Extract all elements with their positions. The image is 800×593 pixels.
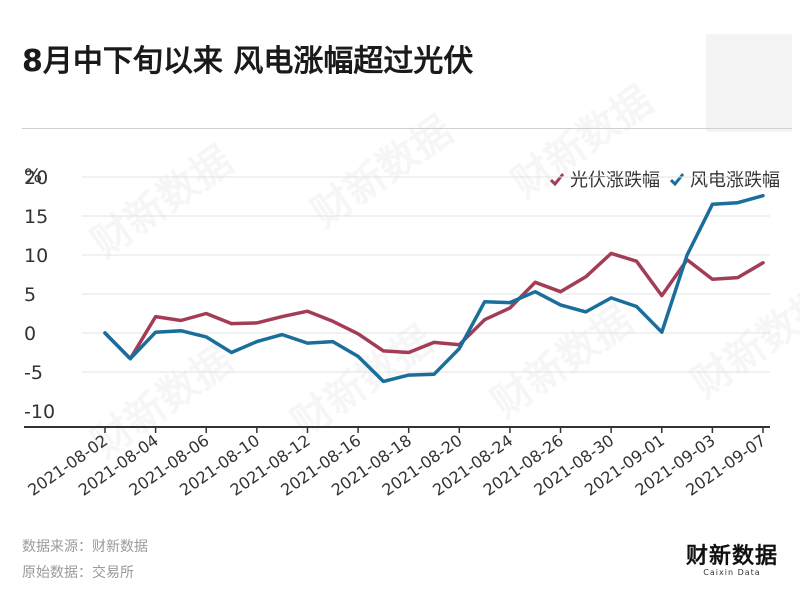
y-axis-unit-label: % xyxy=(24,165,43,187)
series-line-solar xyxy=(103,251,765,361)
y-tick-label: 10 xyxy=(24,245,48,267)
brand-name: 财新数据 xyxy=(685,544,778,569)
y-tick-label: -10 xyxy=(24,401,55,423)
y-tick-label: -5 xyxy=(24,362,43,384)
divider xyxy=(22,128,792,129)
y-tick-label: 20 xyxy=(24,167,48,189)
brand-subtitle: Caixin Data xyxy=(703,568,761,577)
legend-label-solar: 光伏涨跌幅 xyxy=(570,170,660,191)
legend-label-wind: 风电涨跌幅 xyxy=(690,170,780,191)
page-title: 8月中下旬以来 风电涨幅超过光伏 xyxy=(22,44,474,79)
brand-logo: 财新数据 Caixin Data xyxy=(685,544,778,578)
y-tick-label: 15 xyxy=(24,206,48,228)
y-tick-label: 0 xyxy=(24,323,36,345)
series-line-wind xyxy=(103,193,765,384)
raw-data-note: 原始数据：交易所 xyxy=(22,565,134,581)
decorative-panel xyxy=(706,34,792,132)
chart-legend: 光伏涨跌幅 风电涨跌幅 xyxy=(540,166,780,192)
source-note: 数据来源：财新数据 xyxy=(22,539,148,555)
y-tick-label: 5 xyxy=(24,284,36,306)
